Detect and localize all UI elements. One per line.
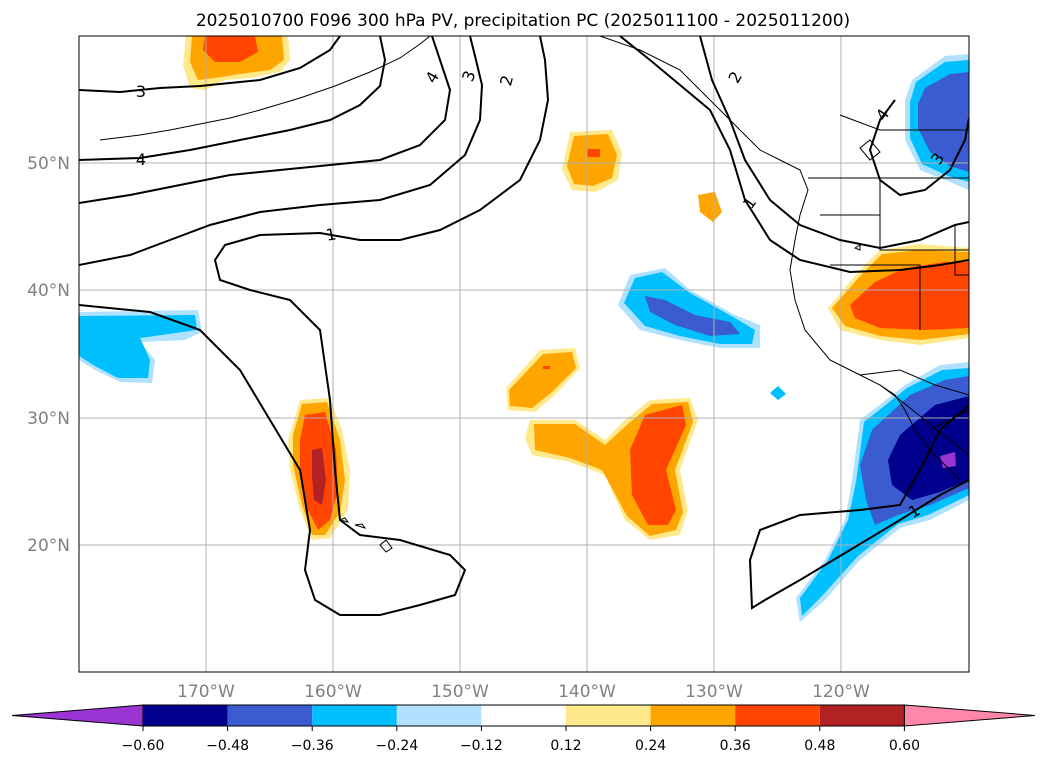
- lat-label: 40°N: [27, 281, 70, 301]
- pv-contour-4-northwest: [79, 36, 387, 161]
- colorbar-segment: [227, 705, 313, 726]
- pv-contour-4-east: [868, 99, 969, 197]
- contour-label: 4: [136, 150, 146, 169]
- pv-contour-3-northwest: [79, 36, 341, 94]
- colorbar-tick-label: −0.12: [460, 738, 503, 754]
- colorbar-segment: [735, 705, 820, 726]
- anomaly-pos-130w: [698, 192, 722, 222]
- contour-label: 3: [136, 82, 146, 101]
- colorbar-extend-low: [11, 704, 144, 727]
- pv-contour-2-west: [79, 36, 452, 204]
- colorbar-tick-label: 0.48: [804, 738, 835, 754]
- anomaly-neg-small: [770, 386, 786, 400]
- contour-label: 1: [324, 224, 337, 244]
- pv-contours: [79, 36, 969, 616]
- colorbar-tick-label: −0.36: [291, 738, 334, 754]
- colorbar-tick-label: 0.24: [635, 738, 666, 754]
- map-content: 3 4 4 3 2 2 1 1 4 3 1: [79, 36, 969, 672]
- lat-label: 30°N: [27, 409, 70, 429]
- colorbar-tick-label: 0.60: [889, 738, 920, 754]
- coastlines: [99, 36, 969, 553]
- colorbar-tick-label: −0.24: [375, 738, 418, 754]
- lon-label: 160°W: [304, 682, 362, 702]
- colorbar-frame: [142, 704, 905, 727]
- latitude-labels: 20°N 30°N 40°N 50°N: [27, 154, 70, 556]
- colorbar-segment: [650, 705, 736, 726]
- pv-contour-2-east: [699, 36, 969, 250]
- colorbar-extend-high: [903, 704, 1036, 727]
- map-frame: [78, 35, 970, 673]
- colorbar-segment: [819, 705, 905, 726]
- lat-label: 20°N: [27, 536, 70, 556]
- figure-title: 2025010700 F096 300 hPa PV, precipitatio…: [196, 11, 850, 31]
- colorbar-tick-label: 0.12: [550, 738, 581, 754]
- longitude-labels: 170°W 160°W 150°W 140°W 130°W 120°W: [177, 682, 870, 702]
- lon-label: 170°W: [177, 682, 235, 702]
- pv-contour-3-west: [79, 36, 484, 266]
- contour-label: 2: [496, 73, 517, 88]
- lat-label: 50°N: [27, 154, 70, 174]
- colorbar-segment: [396, 705, 482, 726]
- lon-label: 150°W: [431, 682, 489, 702]
- colorbar-tick-label: −0.60: [122, 738, 165, 754]
- lon-label: 130°W: [685, 682, 743, 702]
- pv-contour-1-south: [748, 404, 969, 610]
- lon-label: 140°W: [558, 682, 616, 702]
- colorbar-segment: [143, 705, 228, 726]
- lon-label: 120°W: [812, 682, 870, 702]
- colorbar-tick-label: −0.48: [206, 738, 249, 754]
- pv-contour-1-main: [79, 36, 550, 616]
- pv-contour-1-east: [619, 36, 969, 274]
- colorbar-segment: [481, 705, 566, 726]
- colorbar-tick-label: 0.36: [720, 738, 751, 754]
- colorbar-segment: [312, 705, 397, 726]
- colorbar-segment: [566, 705, 651, 726]
- colorbar: −0.60 −0.48 −0.36 −0.24 −0.12 0.12 0.24 0.36 0.4…: [11, 704, 1036, 754]
